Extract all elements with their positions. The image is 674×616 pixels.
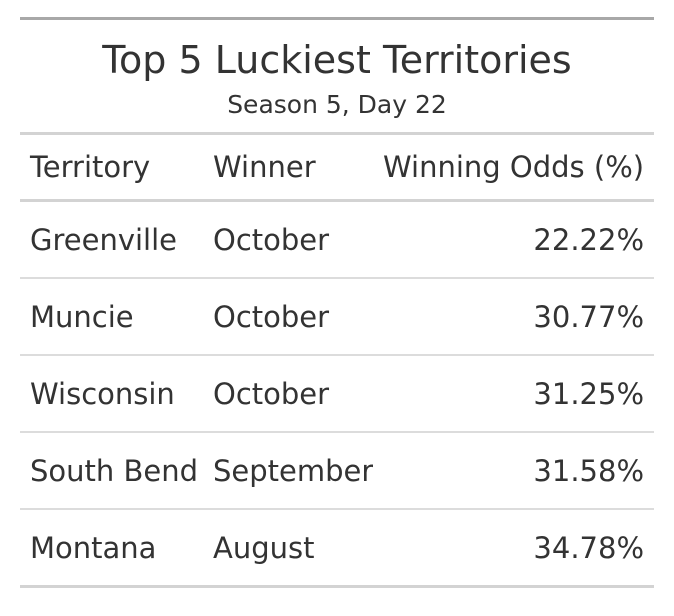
table-subtitle: Season 5, Day 22: [227, 90, 447, 119]
cell-winner: October: [203, 355, 373, 433]
top-rule: [20, 17, 654, 20]
cell-winner: August: [203, 509, 373, 588]
cell-winning-odds: 34.78%: [373, 509, 654, 588]
cell-winner: October: [203, 200, 373, 279]
cell-territory: South Bend: [20, 432, 203, 510]
cell-winning-odds: 30.77%: [373, 278, 654, 356]
table-title: Top 5 Luckiest Territories: [102, 38, 572, 82]
cell-territory: Muncie: [20, 278, 203, 356]
table-header: Territory Winner Winning Odds (%): [20, 135, 654, 202]
cell-winning-odds: 22.22%: [373, 200, 654, 279]
cell-territory: Wisconsin: [20, 355, 203, 433]
column-header-territory: Territory: [20, 135, 203, 202]
column-header-winning-odds: Winning Odds (%): [373, 135, 654, 202]
title-rule: [20, 132, 654, 135]
table-row: South Bend September 31.58%: [20, 432, 654, 510]
cell-territory: Greenville: [20, 200, 203, 279]
column-header-winner: Winner: [203, 135, 373, 202]
cell-winner: October: [203, 278, 373, 356]
table-row: Muncie October 30.77%: [20, 278, 654, 356]
cell-winner: September: [203, 432, 373, 510]
table-row: Montana August 34.78%: [20, 509, 654, 588]
odds-table-container: Top 5 Luckiest Territories Season 5, Day…: [20, 17, 654, 588]
odds-table: Territory Winner Winning Odds (%) Greenv…: [20, 135, 654, 588]
table-row: Wisconsin October 31.25%: [20, 355, 654, 433]
header-row: Territory Winner Winning Odds (%): [20, 135, 654, 202]
table-row: Greenville October 22.22%: [20, 200, 654, 279]
cell-winning-odds: 31.25%: [373, 355, 654, 433]
cell-winning-odds: 31.58%: [373, 432, 654, 510]
table-body: Greenville October 22.22% Muncie October…: [20, 200, 654, 588]
cell-territory: Montana: [20, 509, 203, 588]
